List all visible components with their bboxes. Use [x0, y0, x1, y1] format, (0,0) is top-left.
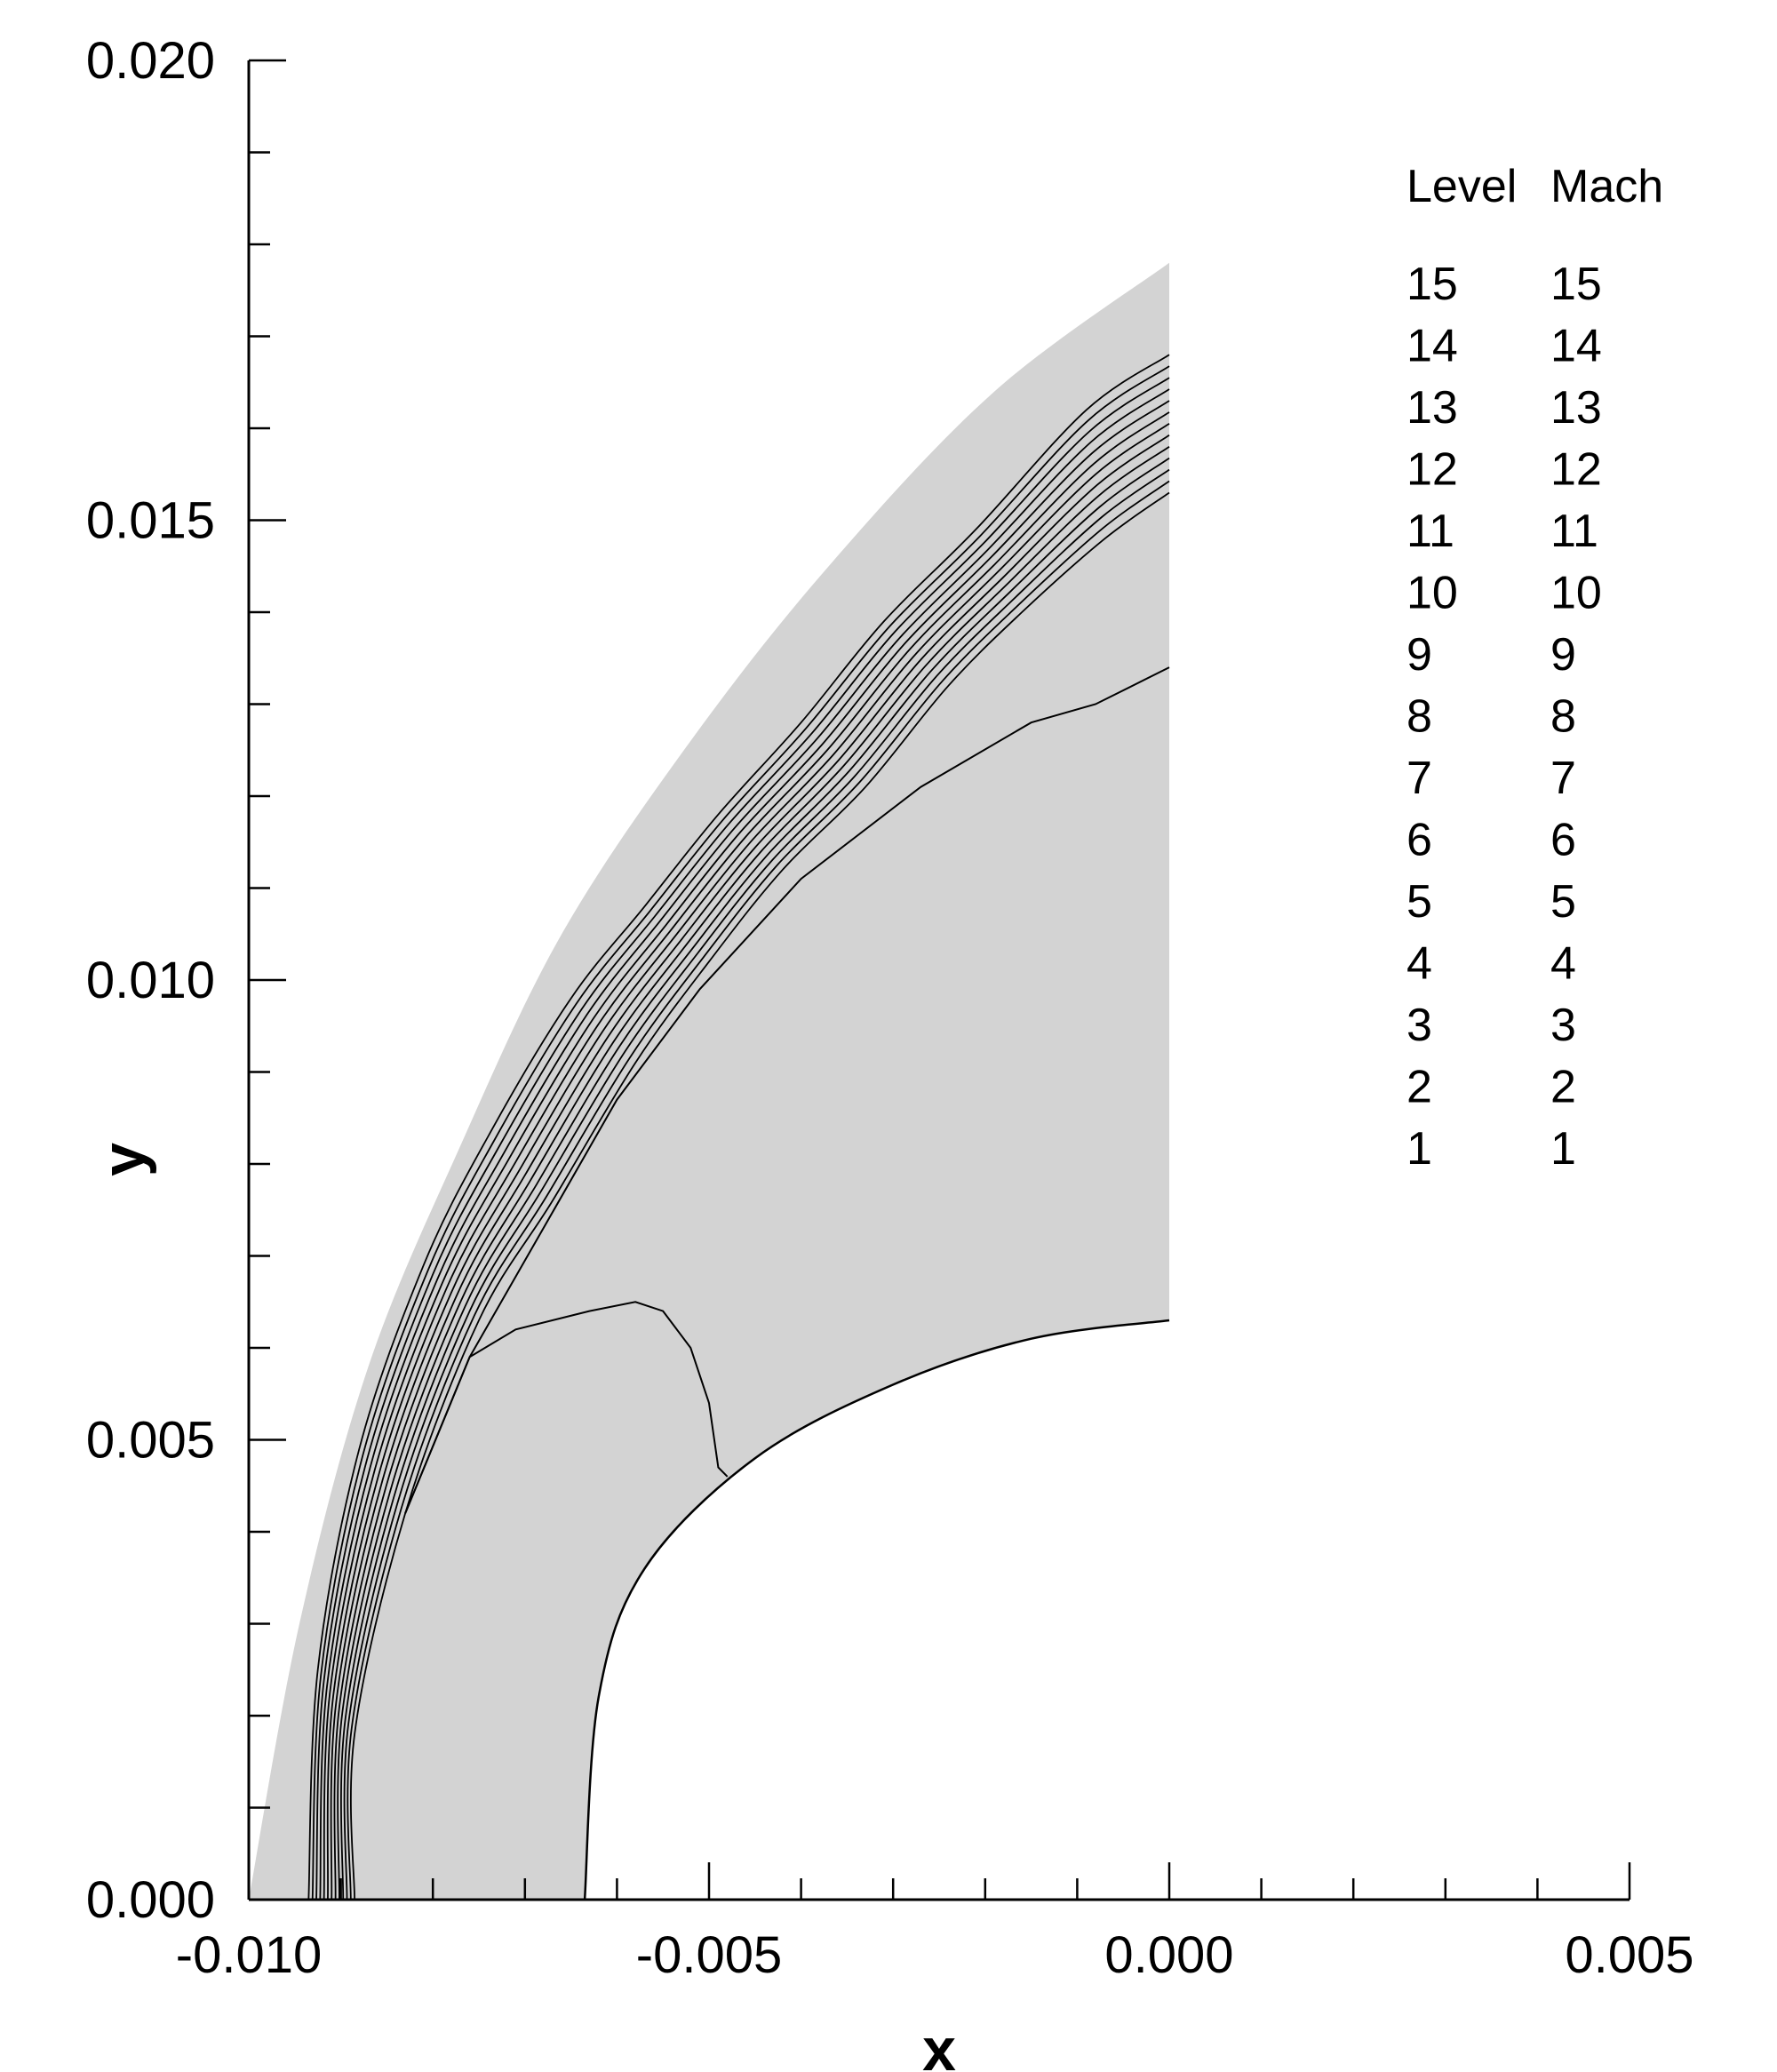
legend-level-label: 2 — [1406, 1062, 1432, 1113]
shock-contour-line — [326, 411, 1170, 1901]
legend-mach-value: 12 — [1550, 444, 1602, 496]
x-tick-label: 0.005 — [1565, 1926, 1693, 1984]
legend-level-label: 1 — [1406, 1123, 1432, 1175]
ticks-layer — [247, 59, 1631, 1901]
y-tick-label: 0.020 — [86, 32, 215, 90]
legend-level-label: 6 — [1406, 815, 1432, 866]
shock-contour-line — [337, 445, 1170, 1901]
x-axis-title: x — [922, 2016, 956, 2072]
y-tick-label: 0.010 — [86, 952, 215, 1009]
legend-header-level: Level — [1406, 161, 1517, 212]
legend-level-label: 15 — [1406, 259, 1458, 310]
tick-labels-layer: -0.010 -0.005 0.000 0.005 0.000 0.005 0.010 0.0… — [86, 32, 1694, 1984]
legend-level-label: 5 — [1406, 876, 1432, 928]
flow-field-layer — [249, 262, 1169, 1901]
x-tick-label: 0.000 — [1104, 1926, 1233, 1984]
legend-level-label: 3 — [1406, 1000, 1432, 1051]
body-boundary-line — [583, 1319, 1170, 1901]
y-tick-label: 0.005 — [86, 1412, 215, 1470]
flow-domain-fill — [249, 262, 1169, 1901]
y-tick-label: 0.015 — [86, 492, 215, 550]
shock-contour-line — [319, 388, 1170, 1901]
shock-contour-line — [323, 400, 1170, 1901]
legend-mach-value: 1 — [1550, 1123, 1576, 1175]
shock-contour-line — [311, 365, 1170, 1901]
legend-mach-value: 3 — [1550, 1000, 1576, 1051]
sonic-line-contour — [404, 1301, 729, 1514]
legend-mach-value: 15 — [1550, 259, 1602, 310]
legend-mach-value: 9 — [1550, 629, 1576, 681]
legend-mach-value: 11 — [1550, 506, 1598, 557]
legend-level-label: 11 — [1406, 506, 1454, 557]
legend-mach-value: 8 — [1550, 691, 1576, 743]
shock-contour-line — [347, 480, 1170, 1901]
legend-mach-value: 2 — [1550, 1062, 1576, 1113]
y-tick-label: 0.000 — [86, 1871, 215, 1929]
x-tick-label: -0.005 — [636, 1926, 782, 1984]
legend-mach-value: 5 — [1550, 876, 1576, 928]
shock-contour-line — [333, 434, 1170, 1901]
shock-contour-line — [349, 491, 1170, 1901]
legend-level-label: 10 — [1406, 568, 1458, 619]
shock-contour-line — [315, 377, 1170, 1901]
y-axis-title: y — [90, 1143, 157, 1176]
legend-level-label: 7 — [1406, 753, 1432, 804]
legend-mach-value: 4 — [1550, 938, 1576, 990]
legend-level-label: 8 — [1406, 691, 1432, 743]
legend-header-mach: Mach — [1550, 161, 1663, 212]
legend-mach-value: 6 — [1550, 815, 1576, 866]
legend-level-label: 14 — [1406, 321, 1458, 372]
legend-mach-value: 14 — [1550, 321, 1602, 372]
legend-mach-value: 13 — [1550, 382, 1602, 434]
legend-level-label: 9 — [1406, 629, 1432, 681]
shock-contour-line — [307, 354, 1170, 1901]
legend-mach-value: 7 — [1550, 753, 1576, 804]
legend-level-label: 13 — [1406, 382, 1458, 434]
contour-lines-layer — [307, 354, 1170, 1901]
legend-mach-value: 10 — [1550, 568, 1602, 619]
shock-contour-line — [339, 457, 1170, 1901]
shock-contour-line — [330, 423, 1170, 1901]
legend-level-label: 4 — [1406, 938, 1432, 990]
legend-level-label: 12 — [1406, 444, 1458, 496]
shock-contour-line — [343, 468, 1170, 1901]
x-tick-label: -0.010 — [176, 1926, 322, 1984]
inner-contour-contour — [404, 666, 1170, 1514]
